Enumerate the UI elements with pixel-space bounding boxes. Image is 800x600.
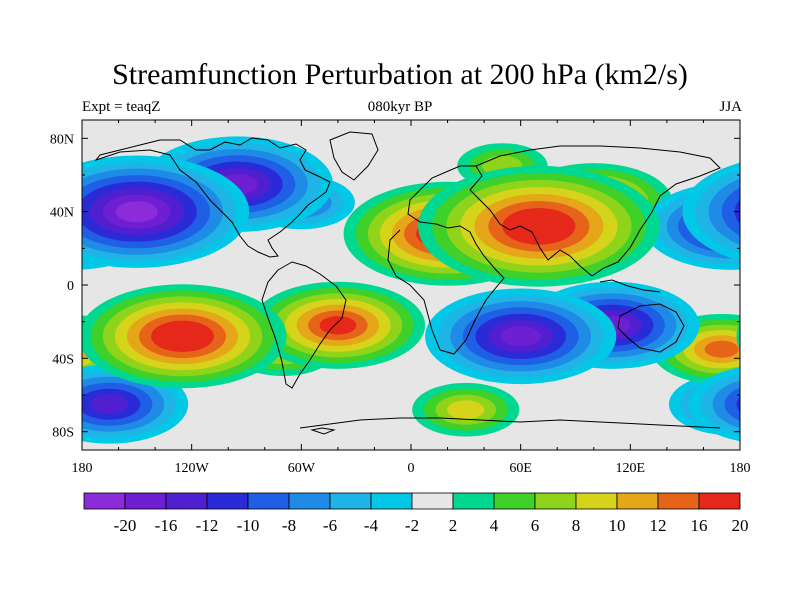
plot-title: Streamfunction Perturbation at 200 hPa (… xyxy=(112,58,688,91)
field-contour xyxy=(761,195,800,229)
lat-tick-label: 80S xyxy=(52,426,74,441)
field-contour xyxy=(115,201,158,223)
field-contour xyxy=(749,290,800,382)
coast-europe-africa xyxy=(387,165,511,355)
colorbar-label: 4 xyxy=(490,516,499,535)
colorbar-swatch xyxy=(370,492,413,510)
colorbar-swatch xyxy=(575,492,618,510)
colorbar-swatch xyxy=(83,492,126,510)
colorbar-swatch xyxy=(616,492,659,510)
colorbar-swatch xyxy=(411,492,454,510)
coast-south-america xyxy=(261,261,347,389)
colorbar-label: 2 xyxy=(449,516,458,535)
colorbar-label: 8 xyxy=(572,516,581,535)
colorbar-label: -4 xyxy=(364,516,379,535)
colorbar-label: -2 xyxy=(405,516,419,535)
experiment-label: Expt = teaqZ xyxy=(82,99,161,115)
coast-greenland xyxy=(329,131,379,181)
axis-ticks: 80N 40N 0 40S 80S 180 120W 60W 0 60E 120E 180 xyxy=(50,120,751,476)
lon-tick-label: 180 xyxy=(72,461,93,476)
field-contour xyxy=(724,387,740,421)
colorbar-swatch xyxy=(165,492,208,510)
colorbar-swatch xyxy=(452,492,495,510)
field-contour xyxy=(163,326,202,346)
lon-tick-label: 120E xyxy=(616,461,646,476)
colorbar-label: -12 xyxy=(196,516,219,535)
field-contour xyxy=(90,394,129,414)
colorbar-label: 12 xyxy=(650,516,667,535)
field-contour xyxy=(319,316,357,335)
colorbar-swatch xyxy=(247,492,290,510)
field-contour xyxy=(736,322,740,350)
field-contour xyxy=(500,326,541,347)
field-contour xyxy=(773,302,800,370)
streamfunction-field xyxy=(82,120,800,450)
colorbar: -20 -16 -12 -10 -8 -6 -4 -2 2 4 6 8 10 12 16 20 xyxy=(83,492,749,535)
colorbar-label: -8 xyxy=(282,516,296,535)
coast-indonesia xyxy=(599,279,661,293)
colorbar-swatch xyxy=(698,492,741,510)
lon-tick-label: 120W xyxy=(175,461,210,476)
lat-tick-label: 40N xyxy=(50,206,74,221)
coast-antarctica xyxy=(299,417,721,429)
lat-tick-label: 0 xyxy=(67,279,74,294)
colorbar-label: -10 xyxy=(237,516,260,535)
field-contour xyxy=(516,215,562,238)
colorbar-swatch xyxy=(329,492,372,510)
coast-asia xyxy=(475,145,721,277)
field-contour xyxy=(774,201,800,222)
field-contour xyxy=(785,309,800,365)
colorbar-label: 20 xyxy=(732,516,749,535)
field-contour xyxy=(761,296,800,376)
coast-north-america xyxy=(94,137,331,258)
field-contour xyxy=(721,187,740,236)
colorbar-label: 6 xyxy=(531,516,540,535)
lon-tick-label: 60W xyxy=(288,461,316,476)
coast-antarctic-peninsula xyxy=(310,427,336,435)
colorbar-label: -20 xyxy=(114,516,137,535)
field-contour xyxy=(736,396,740,412)
colorbar-swatch xyxy=(288,492,331,510)
lon-tick-label: 0 xyxy=(408,461,415,476)
field-contour xyxy=(748,188,800,235)
field-contour xyxy=(734,199,740,225)
field-contour xyxy=(748,395,786,414)
colorbar-swatch xyxy=(657,492,700,510)
colorbar-label: 10 xyxy=(609,516,626,535)
time-label: 080kyr BP xyxy=(367,99,433,115)
lat-tick-label: 40S xyxy=(52,352,74,367)
colorbar-label: -6 xyxy=(323,516,337,535)
field-contour xyxy=(704,340,739,358)
colorbar-swatch xyxy=(124,492,167,510)
colorbar-swatch xyxy=(206,492,249,510)
colorbar-swatch xyxy=(493,492,536,510)
season-label: JJA xyxy=(719,99,742,115)
lon-tick-label: 180 xyxy=(730,461,751,476)
colorbar-label: -16 xyxy=(155,516,178,535)
coast-australia xyxy=(617,303,685,353)
field-contour xyxy=(447,400,485,420)
colorbar-label: 16 xyxy=(691,516,708,535)
lat-tick-label: 80N xyxy=(50,132,74,147)
coastlines xyxy=(94,131,721,435)
colorbar-swatch xyxy=(534,492,577,510)
lon-tick-label: 60E xyxy=(509,461,532,476)
